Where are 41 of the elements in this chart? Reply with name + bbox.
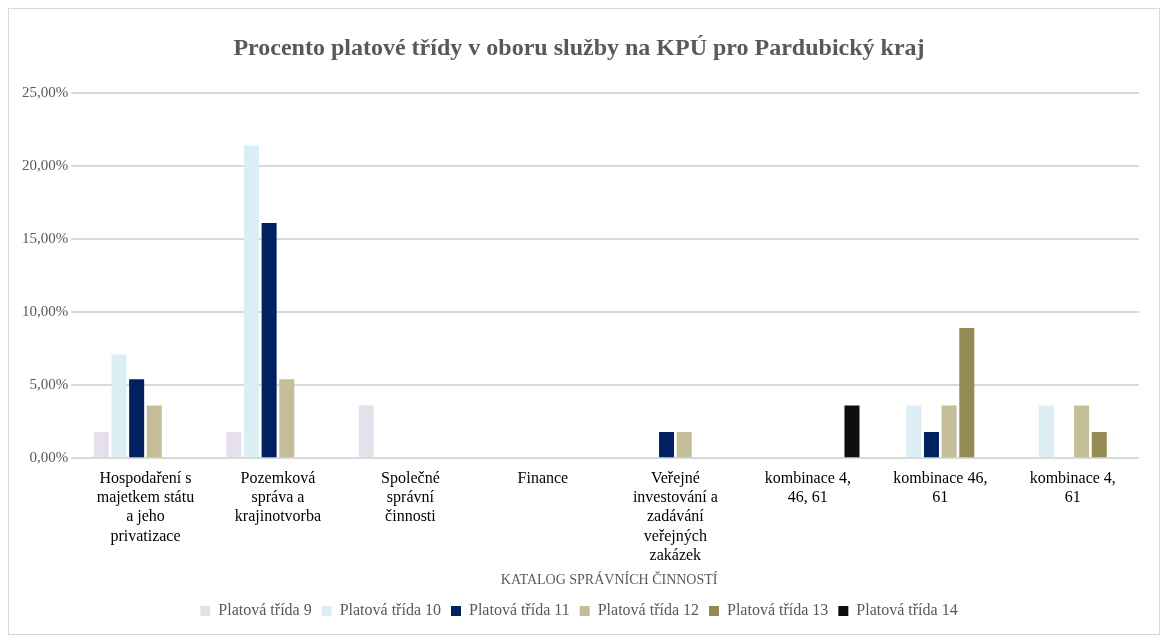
x-tick-label: kombinace 46, 61	[893, 469, 988, 506]
legend-label: Platová třída 11	[468, 601, 570, 619]
bar	[1038, 405, 1054, 458]
y-tick-label: 5,00%	[29, 376, 69, 393]
bar	[226, 431, 242, 458]
x-tick-label: Veřejné investování a zadávání veřejných zakázek	[632, 469, 718, 563]
legend-label: Platová třída 10	[339, 601, 441, 619]
y-tick-label: 15,00%	[22, 229, 69, 246]
bar	[243, 145, 259, 458]
legend-label: Platová třída 9	[218, 601, 312, 619]
y-tick-label: 20,00%	[22, 156, 69, 173]
bar	[959, 328, 975, 458]
y-tick-label: 0,00%	[29, 449, 69, 466]
bar	[146, 405, 162, 458]
x-tick-label: kombinace 4, 46, 61	[764, 469, 851, 506]
bar	[923, 431, 939, 458]
bar	[129, 379, 145, 458]
y-tick-label: 10,00%	[22, 302, 69, 319]
bar	[844, 405, 860, 458]
bar	[279, 379, 295, 458]
bar	[261, 222, 277, 458]
bar	[1091, 431, 1107, 458]
chart-title: Procento platové třídy v oboru služby na KPÚ pro Pardubický kraj	[233, 33, 925, 60]
legend-label: Platová třída 14	[856, 601, 958, 619]
legend-label: Platová třída 12	[597, 601, 700, 619]
x-tick-label: kombinace 4, 61	[1029, 469, 1116, 506]
x-tick-label: Společné správní činnosti	[381, 469, 440, 525]
x-tick-label: Finance	[517, 469, 569, 486]
bar	[111, 354, 127, 458]
x-axis-title: KATALOG SPRÁVNÍCH ČINNOSTÍ	[500, 571, 718, 588]
x-tick-label: Hospodaření s majetkem státu a jeho privatizace	[96, 469, 195, 545]
bar	[93, 431, 109, 458]
bar	[676, 431, 692, 458]
bar	[659, 431, 675, 458]
legend-label: Platová třída 13	[727, 601, 829, 619]
bar	[941, 405, 957, 458]
x-tick-label: Pozemková správa a krajinotvorba	[234, 469, 322, 526]
bar	[906, 405, 922, 458]
bar	[358, 405, 374, 458]
bar	[1074, 405, 1090, 458]
y-tick-label: 25,00%	[22, 83, 69, 100]
